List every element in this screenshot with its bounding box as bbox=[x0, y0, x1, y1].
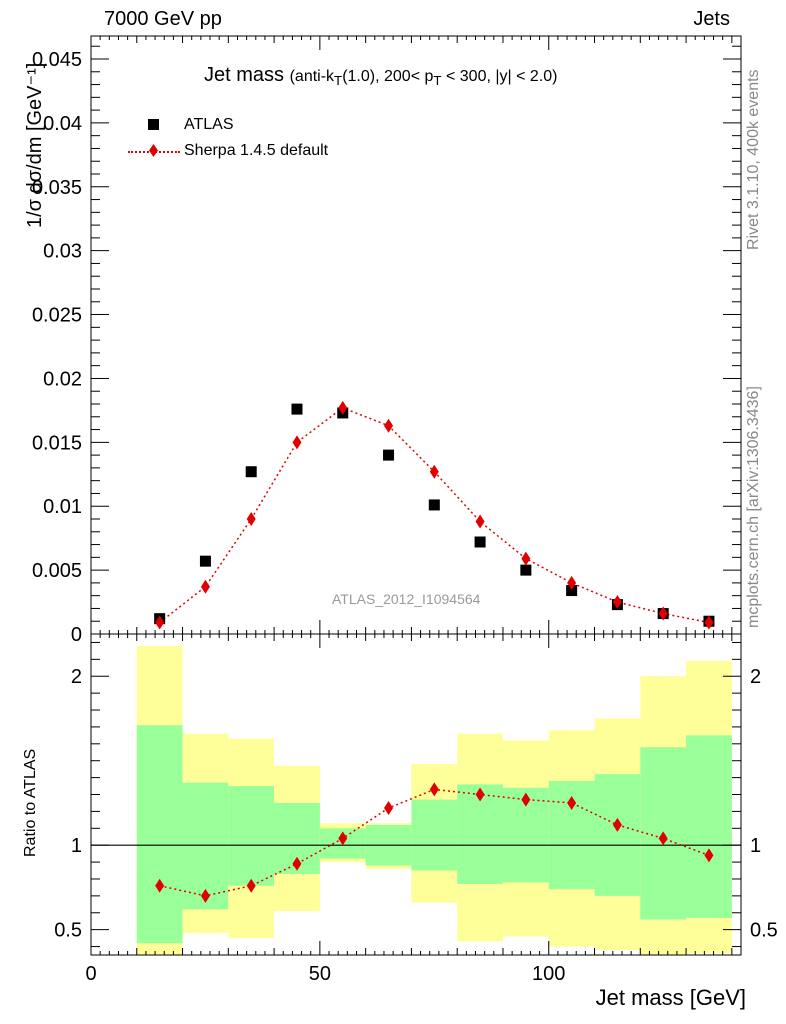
main-y-tick-label: 0.045 bbox=[32, 49, 82, 71]
sherpa-point bbox=[338, 400, 348, 415]
inner-band-bin bbox=[136, 725, 183, 944]
ratio-y-tick-label-right: 1 bbox=[750, 835, 761, 857]
legend: ATLAS Sherpa 1.4.5 default bbox=[128, 112, 328, 164]
atlas-data-point bbox=[291, 403, 303, 415]
main-y-tick-label: 0.025 bbox=[32, 305, 82, 327]
sherpa-point bbox=[658, 606, 668, 621]
sherpa-point bbox=[246, 512, 256, 526]
legend-label-atlas: ATLAS bbox=[184, 116, 234, 133]
main-y-tick-label: 0.035 bbox=[32, 177, 82, 199]
sherpa-point bbox=[521, 551, 531, 566]
ratio-sherpa-point bbox=[612, 817, 622, 832]
legend-item-sherpa: Sherpa 1.4.5 default bbox=[128, 138, 328, 164]
sherpa-point bbox=[384, 418, 394, 433]
sherpa-point bbox=[429, 464, 439, 479]
ratio-panel bbox=[91, 782, 741, 903]
analysis-id-watermark: ATLAS_2012_I1094564 bbox=[332, 591, 481, 607]
square-marker-icon bbox=[148, 119, 159, 130]
ratio-sherpa-point bbox=[200, 888, 210, 903]
ratio-sherpa-point bbox=[246, 878, 256, 893]
main-y-tick-label: 0.01 bbox=[43, 496, 82, 518]
ratio-sherpa-point bbox=[658, 831, 668, 846]
inner-band-bin bbox=[182, 782, 229, 910]
ratio-sherpa-point bbox=[704, 848, 714, 863]
atlas-data-point bbox=[566, 585, 578, 597]
x-tick-label: 100 bbox=[532, 963, 565, 985]
main-y-tick-label: 0.04 bbox=[43, 113, 82, 135]
ratio-y-tick-label-right: 2 bbox=[750, 666, 761, 688]
ratio-sherpa-point bbox=[338, 831, 348, 846]
ratio-y-tick-label: 1 bbox=[71, 835, 82, 857]
diamond-marker-icon bbox=[149, 144, 158, 157]
panel-frames: 0 50 100 0 0.005 0.01 0.015 0.02 0.025 0.03 0.035 0… bbox=[32, 35, 778, 985]
atlas-data-point bbox=[520, 564, 532, 576]
ratio-sherpa-point bbox=[384, 801, 394, 816]
ratio-sherpa-point bbox=[292, 856, 302, 871]
ratio-sherpa-point bbox=[429, 782, 439, 797]
ratio-y-tick-label: 0.5 bbox=[54, 920, 82, 942]
main-y-tick-label: 0.03 bbox=[43, 241, 82, 263]
ratio-sherpa-point bbox=[521, 792, 531, 807]
plot-title: Jet mass (anti-kT(1.0), 200< pT < 300, |… bbox=[204, 64, 557, 88]
main-y-tick-label: 0.015 bbox=[32, 432, 82, 454]
sherpa-point bbox=[475, 514, 485, 529]
sherpa-point bbox=[612, 595, 622, 610]
sherpa-point bbox=[155, 615, 165, 630]
atlas-data-point bbox=[383, 449, 395, 461]
inner-band-bin bbox=[228, 786, 275, 886]
inner-band-bin bbox=[594, 774, 641, 896]
sherpa-point bbox=[292, 435, 302, 450]
title-main: Jet mass bbox=[204, 64, 285, 86]
atlas-data-point bbox=[245, 466, 257, 478]
legend-label-sherpa: Sherpa 1.4.5 default bbox=[184, 142, 329, 159]
ratio-sherpa-point bbox=[475, 787, 485, 802]
main-y-axis-label: 1/σ dσ/dm [GeV⁻¹] bbox=[24, 62, 46, 228]
title-subtitle: (anti-kT(1.0), 200< pT < 300, |y| < 2.0) bbox=[289, 68, 558, 89]
collision-label: 7000 GeV pp bbox=[104, 8, 222, 30]
inner-band-bin bbox=[411, 799, 458, 871]
ratio-uncertainty-bands bbox=[136, 645, 732, 955]
rivet-version-label: Rivet 3.1.10, 400k events bbox=[745, 69, 762, 250]
ratio-y-tick-label-right: 0.5 bbox=[750, 920, 778, 942]
atlas-data-point bbox=[428, 499, 440, 511]
sherpa-point bbox=[704, 615, 714, 630]
mcplots-reference-label: mcplots.cern.ch [arXiv:1306.3436] bbox=[745, 386, 762, 628]
main-y-tick-label: 0.02 bbox=[43, 368, 82, 390]
x-tick-label: 0 bbox=[85, 963, 96, 985]
x-tick-label: 50 bbox=[309, 963, 331, 985]
x-axis-label: Jet mass [GeV] bbox=[595, 985, 746, 1010]
main-y-tick-label: 0 bbox=[71, 624, 82, 646]
ratio-sherpa-point bbox=[155, 878, 165, 893]
inner-band-bin bbox=[686, 735, 732, 918]
atlas-data-point bbox=[199, 555, 211, 567]
analysis-category: Jets bbox=[693, 8, 730, 30]
ratio-y-tick-label: 2 bbox=[71, 666, 82, 688]
atlas-data-point bbox=[474, 536, 486, 548]
sherpa-point bbox=[200, 579, 210, 594]
legend-item-atlas: ATLAS bbox=[128, 112, 328, 138]
ratio-y-axis-label: Ratio to ATLAS bbox=[22, 748, 39, 857]
main-panel bbox=[154, 400, 715, 630]
main-y-tick-label: 0.005 bbox=[32, 560, 82, 582]
sherpa-point bbox=[567, 575, 577, 590]
ratio-sherpa-point bbox=[567, 795, 577, 810]
